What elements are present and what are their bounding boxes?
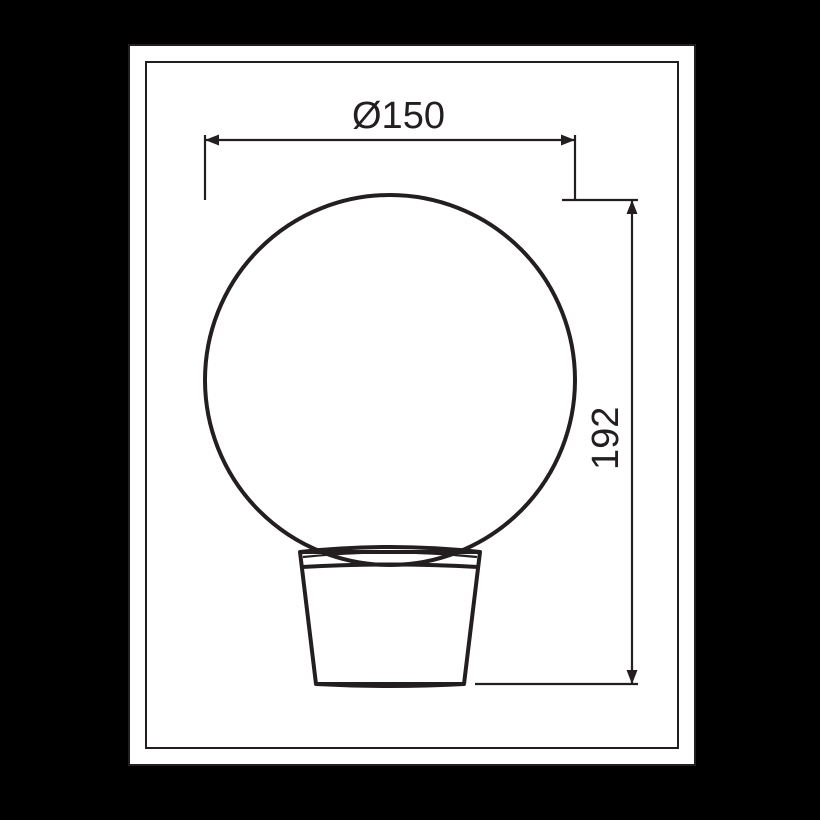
dim-height-label: 192 (585, 407, 627, 470)
drawing-sheet: Ø150 192 (128, 44, 696, 766)
lamp-globe (205, 195, 575, 565)
technical-drawing: Ø150 192 (128, 44, 696, 766)
lamp-base (300, 552, 480, 684)
dim-width-label: Ø150 (352, 95, 445, 137)
